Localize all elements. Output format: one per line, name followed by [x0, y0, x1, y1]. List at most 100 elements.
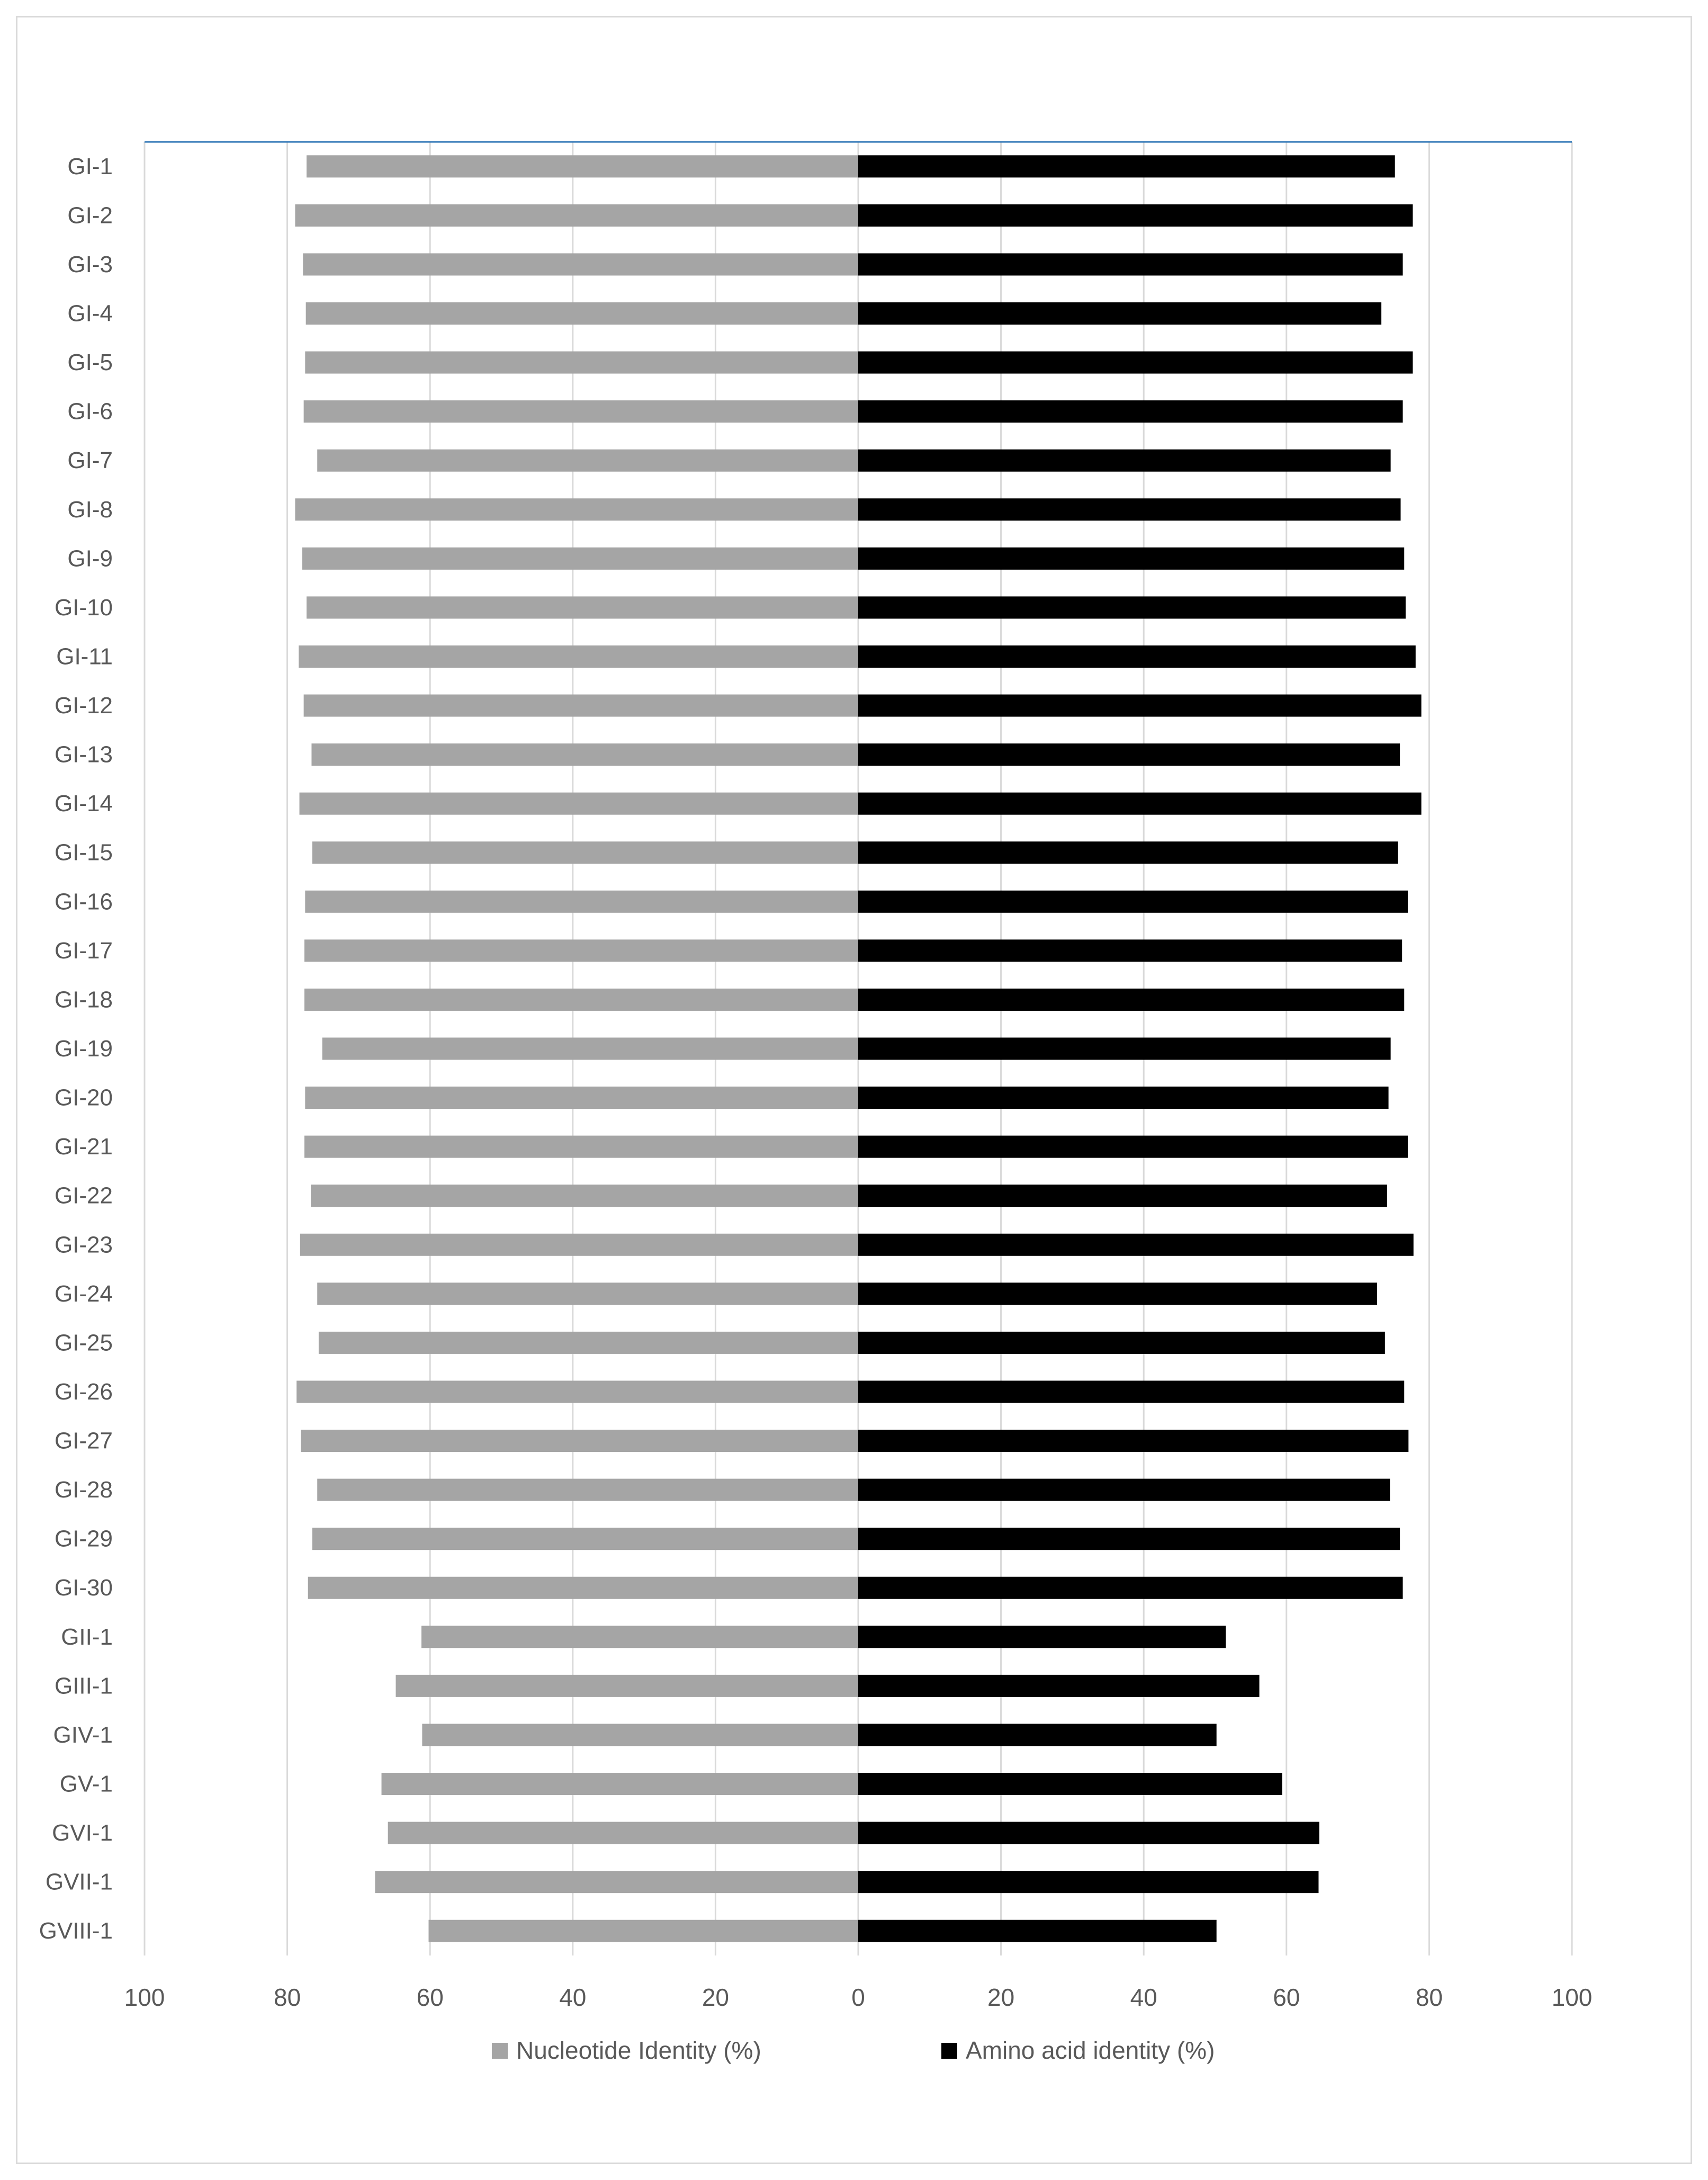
bar-nucleotide-GI-4: [305, 302, 859, 325]
bar-nucleotide-GVIII-1: [428, 1919, 858, 1942]
bar-amino-acid-GI-19: [858, 1037, 1391, 1060]
category-label: GI-5: [67, 349, 113, 375]
bar-nucleotide-GI-16: [305, 890, 858, 913]
category-label: GI-26: [55, 1379, 113, 1405]
bar-nucleotide-GI-24: [317, 1282, 858, 1305]
bar-nucleotide-GI-18: [304, 988, 858, 1011]
bar-nucleotide-GI-22: [311, 1185, 858, 1207]
bar-amino-acid-GI-16: [858, 890, 1408, 913]
bar-amino-acid-GI-13: [858, 743, 1400, 766]
category-label: GI-14: [55, 791, 113, 817]
category-label: GI-17: [55, 938, 113, 964]
bar-nucleotide-GI-20: [305, 1087, 858, 1109]
category-label: GVII-1: [46, 1869, 113, 1895]
bar-amino-acid-GI-23: [858, 1233, 1414, 1256]
bar-nucleotide-GI-5: [305, 351, 858, 374]
bar-amino-acid-GI-30: [858, 1576, 1403, 1599]
bar-nucleotide-GIV-1: [422, 1724, 858, 1746]
bar-amino-acid-GI-6: [858, 400, 1403, 423]
category-label: GI-6: [67, 399, 113, 425]
bar-amino-acid-GI-22: [858, 1185, 1387, 1207]
x-tick-label: 60: [1273, 1984, 1300, 2011]
category-label: GI-12: [55, 693, 113, 719]
x-tick-label: 60: [417, 1984, 444, 2011]
category-label: GI-1: [67, 154, 113, 180]
bar-amino-acid-GIV-1: [858, 1724, 1217, 1746]
category-label: GI-8: [67, 497, 113, 523]
bars: [295, 155, 1422, 1942]
bar-amino-acid-GI-27: [858, 1430, 1409, 1452]
category-label: GI-9: [67, 545, 113, 571]
category-label: GI-18: [55, 986, 113, 1012]
bar-amino-acid-GI-14: [858, 792, 1422, 815]
category-label: GIII-1: [55, 1673, 113, 1699]
legend-label-amino-acid: Amino acid identity (%): [966, 2037, 1215, 2064]
bar-nucleotide-GI-1: [306, 155, 858, 178]
bar-amino-acid-GI-1: [858, 155, 1395, 178]
bar-amino-acid-GI-7: [858, 449, 1391, 472]
legend-label-nucleotide: Nucleotide Identity (%): [516, 2037, 761, 2064]
x-tick-label: 40: [1130, 1984, 1157, 2011]
legend: Nucleotide Identity (%) Amino acid ident…: [492, 2037, 1215, 2064]
bar-nucleotide-GIII-1: [395, 1674, 858, 1697]
category-label: GI-20: [55, 1085, 113, 1111]
identity-bar-chart: GI-1 GI-2 GI-3 GI-4 GI-5 GI-6 GI-7 GI-8 GI-9 GI-1…: [39, 141, 1593, 2064]
bar-amino-acid-GI-20: [858, 1087, 1389, 1109]
bar-nucleotide-GI-10: [306, 596, 858, 619]
bar-amino-acid-GVIII-1: [858, 1919, 1217, 1942]
bar-nucleotide-GI-13: [311, 743, 858, 766]
bar-nucleotide-GVI-1: [388, 1822, 858, 1844]
bar-nucleotide-GI-9: [302, 547, 859, 570]
x-tick-label: 80: [1416, 1984, 1443, 2011]
category-labels: GI-1 GI-2 GI-3 GI-4 GI-5 GI-6 GI-7 GI-8 GI-9 GI-1…: [39, 154, 113, 1944]
bar-nucleotide-GI-2: [295, 204, 858, 227]
category-label: GI-13: [55, 742, 113, 768]
bar-amino-acid-GI-4: [858, 302, 1382, 325]
category-label: GI-21: [55, 1134, 113, 1160]
category-label: GI-2: [67, 202, 113, 228]
category-label: GIV-1: [53, 1722, 113, 1748]
category-label: GI-10: [55, 595, 113, 621]
x-tick-label: 20: [702, 1984, 729, 2011]
bar-amino-acid-GI-10: [858, 596, 1406, 619]
x-tick-label: 20: [987, 1984, 1014, 2011]
category-label: GI-15: [55, 840, 113, 866]
x-axis-tick-labels: 100 80 60 40 20 0 20 40 60 80 100: [124, 1984, 1593, 2011]
legend-swatch-nucleotide: [492, 2043, 508, 2059]
bar-amino-acid-GI-5: [858, 351, 1413, 374]
bar-nucleotide-GI-25: [318, 1331, 858, 1354]
bar-nucleotide-GI-15: [312, 841, 858, 864]
x-tick-label: 100: [124, 1984, 165, 2011]
bar-nucleotide-GI-12: [303, 694, 858, 717]
bar-amino-acid-GI-24: [858, 1282, 1377, 1305]
bar-amino-acid-GI-2: [858, 204, 1413, 227]
x-tick-label: 0: [851, 1984, 865, 2011]
category-label: GI-30: [55, 1575, 113, 1601]
bar-amino-acid-GI-26: [858, 1380, 1405, 1403]
bar-nucleotide-GI-11: [299, 645, 859, 668]
bar-nucleotide-GI-19: [322, 1037, 858, 1060]
legend-swatch-amino-acid: [941, 2043, 957, 2059]
category-label: GII-1: [61, 1624, 113, 1650]
bar-nucleotide-GV-1: [381, 1773, 858, 1796]
bar-amino-acid-GI-25: [858, 1331, 1385, 1354]
x-tick-label: 100: [1552, 1984, 1593, 2011]
bar-amino-acid-GI-11: [858, 645, 1416, 668]
category-label: GI-23: [55, 1232, 113, 1258]
bar-nucleotide-GI-27: [301, 1430, 859, 1452]
bar-nucleotide-GI-17: [304, 939, 858, 962]
category-label: GI-11: [56, 643, 113, 669]
bar-nucleotide-GII-1: [421, 1626, 858, 1648]
bar-amino-acid-GVII-1: [858, 1871, 1319, 1894]
bar-nucleotide-GI-3: [303, 253, 858, 276]
bar-amino-acid-GI-9: [858, 547, 1405, 570]
bar-amino-acid-GVI-1: [858, 1822, 1319, 1844]
bar-amino-acid-GI-12: [858, 694, 1422, 717]
bar-amino-acid-GI-29: [858, 1528, 1400, 1550]
bar-amino-acid-GI-15: [858, 841, 1398, 864]
bar-amino-acid-GII-1: [858, 1626, 1226, 1648]
bar-amino-acid-GI-3: [858, 253, 1403, 276]
category-label: GI-22: [55, 1183, 113, 1209]
category-label: GV-1: [60, 1771, 113, 1797]
bar-amino-acid-GIII-1: [858, 1674, 1260, 1697]
